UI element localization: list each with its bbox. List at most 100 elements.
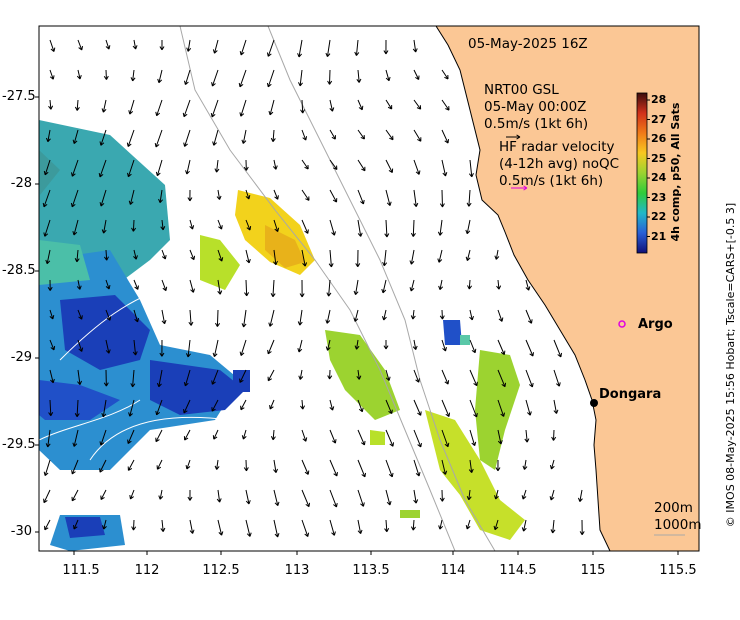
current-arrow <box>212 339 219 358</box>
current-arrow <box>42 189 51 208</box>
current-arrow <box>244 279 250 297</box>
current-arrow <box>357 399 364 413</box>
map-plot <box>35 25 700 555</box>
sst-patch-lime-2 <box>325 330 400 420</box>
current-arrow <box>156 459 163 470</box>
current-arrow <box>413 69 420 80</box>
radar-scale-arrow <box>511 185 528 191</box>
current-arrow <box>385 99 393 110</box>
current-arrow <box>161 279 168 292</box>
current-arrow <box>214 459 220 470</box>
current-arrow <box>353 309 359 322</box>
current-arrow <box>185 459 191 470</box>
current-arrow <box>524 429 530 443</box>
sst-patch-aqua <box>39 240 90 285</box>
current-arrow <box>441 99 450 111</box>
sst-patch-lime <box>200 235 240 290</box>
y-tick-label: -27.5 <box>2 89 36 104</box>
current-arrow <box>301 159 309 170</box>
current-arrow <box>328 249 334 268</box>
current-arrow <box>211 369 219 385</box>
current-arrow <box>212 129 219 146</box>
current-arrow <box>245 519 252 537</box>
sst-patch-green-dot <box>400 510 420 518</box>
current-arrow <box>103 369 109 387</box>
current-arrow <box>217 219 223 230</box>
current-arrow <box>579 519 585 536</box>
current-arrow <box>437 249 443 263</box>
plot-frame <box>38 25 700 552</box>
current-arrow <box>382 249 388 267</box>
current-arrow <box>413 399 422 416</box>
current-arrow <box>497 309 504 322</box>
current-arrow <box>329 519 336 536</box>
current-arrow <box>245 489 251 505</box>
current-arrow <box>469 339 477 354</box>
model-time: 05-May 00:00Z <box>484 99 587 115</box>
current-arrow <box>76 279 82 290</box>
timestamp-label: 05-May-2025 16Z <box>468 36 588 52</box>
current-arrow <box>159 339 165 357</box>
current-arrow <box>441 399 451 417</box>
current-arrow <box>70 159 79 177</box>
current-arrow <box>216 489 222 503</box>
current-arrow <box>43 459 51 477</box>
colorbar-tick-label: 27 <box>651 113 667 126</box>
model-scale-arrow <box>506 134 521 140</box>
x-tick-label: 115 <box>580 563 606 578</box>
sst-patch-lime-dot <box>370 430 385 445</box>
current-arrow <box>49 39 56 52</box>
current-arrow <box>183 399 191 414</box>
current-arrow <box>521 489 527 500</box>
current-arrow <box>217 279 223 295</box>
current-arrow <box>99 429 107 446</box>
current-arrow <box>301 219 309 234</box>
current-arrow <box>270 129 276 143</box>
colorbar-tick-label: 21 <box>651 230 667 243</box>
current-arrow <box>239 39 247 56</box>
current-arrow <box>77 39 84 51</box>
current-arrow <box>469 369 478 387</box>
sst-patch-deep-blue <box>150 360 245 415</box>
current-arrow <box>216 189 222 200</box>
current-arrow <box>353 279 359 296</box>
place-label-dongara: Dongara <box>599 387 662 402</box>
current-arrow <box>45 249 51 265</box>
current-arrow <box>413 99 422 110</box>
current-arrow <box>126 129 135 147</box>
current-arrow <box>469 399 478 418</box>
current-arrow <box>105 39 111 50</box>
current-arrow <box>101 219 107 234</box>
current-arrow <box>469 309 474 321</box>
colorbar-tick-label: 23 <box>651 191 667 204</box>
place-marker-argo <box>618 320 626 328</box>
current-arrow <box>183 69 191 85</box>
colorbar-tick-label: 25 <box>651 152 667 165</box>
colorbar-tick-label: 22 <box>651 210 667 223</box>
current-arrow <box>130 369 136 388</box>
current-arrow <box>385 459 394 478</box>
current-arrow <box>297 309 303 326</box>
x-tick-label: 112 <box>134 563 160 578</box>
current-arrow <box>525 279 531 291</box>
current-arrow <box>441 69 449 80</box>
place-label-argo: Argo <box>638 317 673 332</box>
current-arrow <box>329 219 336 236</box>
current-arrow <box>381 309 387 321</box>
current-arrow <box>272 159 278 170</box>
current-arrow <box>189 519 195 534</box>
x-tick-label: 111.5 <box>62 563 100 578</box>
land-mass <box>435 26 699 551</box>
current-arrow <box>72 219 79 236</box>
current-arrow <box>441 459 448 475</box>
colorbar-tick-label: 28 <box>651 93 667 106</box>
current-arrow <box>128 99 135 115</box>
current-arrow <box>301 189 310 201</box>
current-arrow <box>497 429 503 445</box>
current-arrow <box>43 219 51 237</box>
current-arrow <box>468 459 474 473</box>
current-arrow <box>383 339 389 350</box>
current-arrow <box>354 339 360 350</box>
current-arrow <box>215 309 221 327</box>
current-arrow <box>522 459 528 470</box>
